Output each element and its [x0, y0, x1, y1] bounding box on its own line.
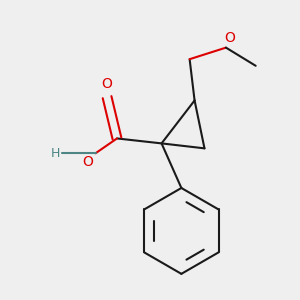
Text: O: O: [224, 31, 235, 45]
Text: O: O: [102, 77, 112, 91]
Text: H: H: [51, 147, 61, 160]
Text: O: O: [82, 154, 93, 169]
